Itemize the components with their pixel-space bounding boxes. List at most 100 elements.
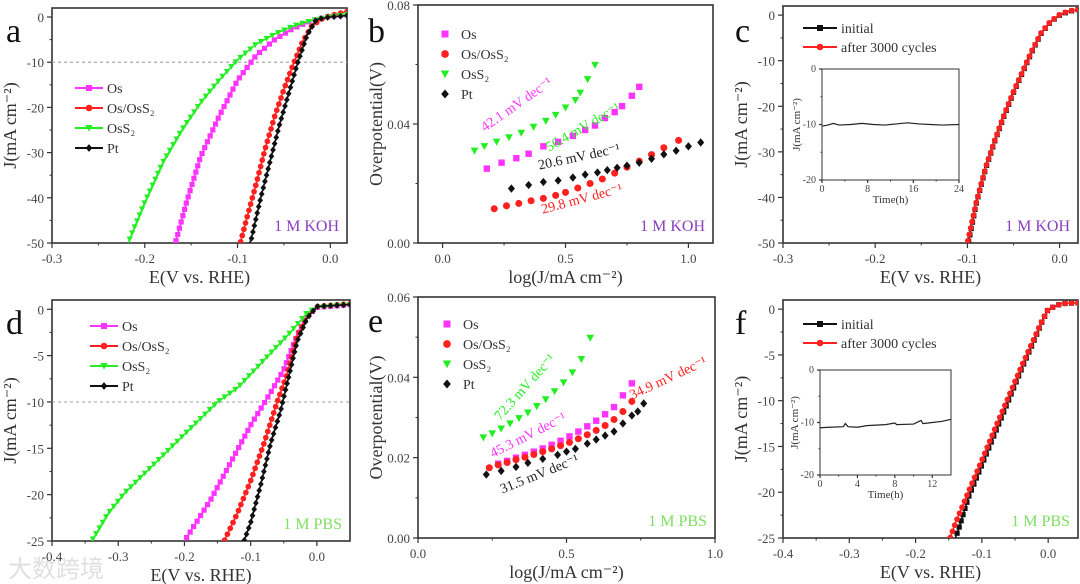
data-point — [1026, 53, 1033, 60]
x-tick-label: 0.0 — [1040, 546, 1056, 561]
data-point — [479, 434, 488, 442]
legend-marker — [442, 360, 452, 369]
legend-label: Os/OsS₂ — [122, 340, 170, 355]
x-axis-title: Time(h) — [868, 489, 904, 501]
data-point — [178, 434, 186, 440]
data-point — [264, 428, 271, 435]
data-point — [193, 169, 199, 175]
legend-label: after 3000 cycles — [841, 337, 937, 352]
data-point — [557, 442, 565, 450]
data-point — [1056, 11, 1063, 18]
data-point — [214, 485, 220, 491]
data-point — [611, 108, 618, 116]
panel-a: -0.3 -0.2 -0.1 0.0 0 -10 -20 -30 -40 -50 E(V vs. R… — [0, 7, 348, 288]
data-point — [1007, 390, 1013, 397]
data-point — [954, 516, 960, 523]
data-point — [305, 18, 312, 25]
data-point — [261, 150, 267, 157]
data-point — [204, 502, 211, 508]
data-point — [183, 200, 189, 206]
data-point — [254, 363, 262, 370]
data-point — [998, 119, 1005, 125]
data-point — [525, 150, 532, 157]
data-point — [183, 429, 190, 436]
y-axis-title: J(mA cm⁻²) — [731, 81, 752, 167]
data-point — [241, 226, 247, 233]
data-point — [586, 334, 595, 342]
data-point — [240, 495, 247, 502]
data-point — [246, 207, 252, 214]
data-point — [197, 157, 203, 163]
data-point — [217, 479, 223, 485]
data-point — [250, 228, 256, 236]
legend-label: Pt — [461, 88, 473, 103]
data-point — [340, 301, 347, 309]
data-point — [191, 523, 197, 530]
data-point — [123, 488, 130, 495]
data-point — [155, 456, 162, 463]
series-after 3000 cycles — [947, 300, 1078, 538]
legend-marker — [443, 379, 451, 389]
data-point — [497, 425, 505, 433]
data-point — [991, 137, 998, 144]
data-point — [1046, 20, 1053, 26]
y-tick-label: -20 — [803, 175, 816, 186]
y-tick-label: 0.08 — [387, 0, 410, 13]
y-tick-label: -10 — [758, 54, 775, 69]
data-point — [146, 466, 153, 472]
data-point — [586, 179, 594, 188]
data-point — [201, 507, 207, 513]
data-point — [255, 203, 262, 211]
data-point — [619, 407, 627, 415]
x-tick-label: -0.3 — [108, 549, 129, 564]
data-point — [1009, 384, 1016, 391]
data-point — [252, 54, 258, 60]
data-point — [99, 519, 106, 526]
y-tick-label: -20 — [758, 99, 775, 114]
data-point — [173, 136, 180, 143]
data-point — [958, 518, 964, 524]
data-point — [1017, 366, 1023, 373]
y-tick-label: -50 — [758, 236, 775, 251]
data-point — [610, 415, 618, 424]
legend-label: Os/OsS₂ — [463, 338, 511, 353]
data-point — [260, 184, 267, 192]
data-point — [263, 35, 270, 42]
legend-label: OsS₂ — [463, 358, 491, 373]
data-point — [232, 59, 239, 66]
x-axis-title: Time(h) — [873, 194, 909, 206]
data-point — [1021, 65, 1027, 71]
data-point — [266, 422, 273, 429]
data-point — [281, 27, 288, 34]
x-tick-label: -0.2 — [865, 251, 886, 266]
data-point — [281, 392, 287, 400]
data-point — [960, 512, 966, 518]
data-point — [967, 225, 974, 231]
data-point — [252, 465, 258, 472]
y-tick-label: 0.02 — [387, 451, 410, 466]
data-point — [248, 59, 254, 65]
data-point — [660, 144, 668, 152]
x-tick-label: 24 — [954, 184, 964, 195]
data-point — [247, 46, 254, 53]
data-point — [984, 444, 991, 451]
data-point — [583, 431, 591, 439]
series-Pt — [248, 12, 347, 243]
data-point — [146, 188, 153, 195]
data-point — [1062, 300, 1068, 307]
data-point — [1015, 77, 1022, 83]
y-tick-label: -5 — [33, 349, 44, 364]
x-tick-label: -0.4 — [42, 549, 63, 564]
data-point — [1029, 47, 1035, 54]
data-point — [183, 120, 191, 126]
data-point — [619, 419, 627, 428]
data-point — [515, 415, 523, 423]
data-point — [269, 32, 276, 39]
data-point — [251, 188, 257, 195]
data-point — [539, 454, 547, 464]
data-point — [541, 396, 550, 404]
data-point — [299, 316, 306, 322]
data-point — [1049, 304, 1056, 311]
data-point — [270, 430, 277, 438]
data-point — [230, 86, 236, 92]
